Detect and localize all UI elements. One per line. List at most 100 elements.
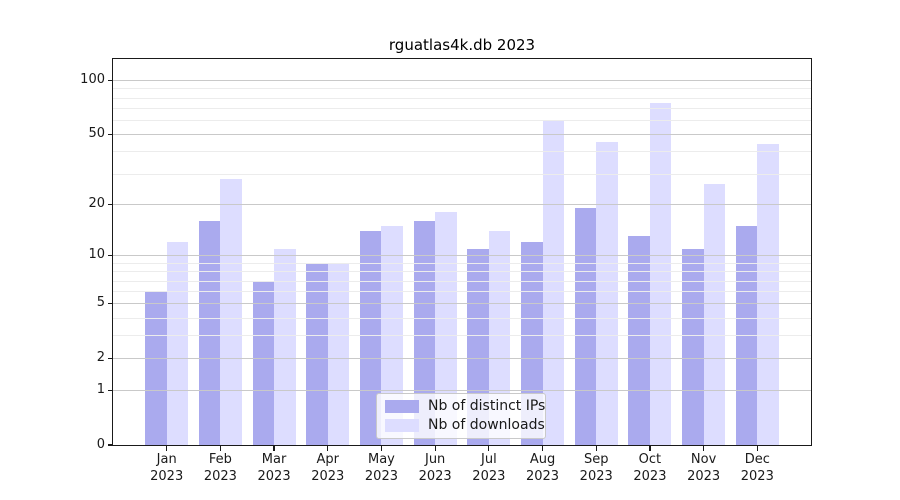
- major-gridline-2: [113, 358, 811, 360]
- x-axis-tick-label-may: May 2023: [351, 451, 411, 485]
- bar-jul-downloads: [488, 230, 511, 445]
- minor-gridline-4: [113, 317, 811, 319]
- x-label-year: 2023: [418, 469, 452, 484]
- legend: Nb of distinct IPs Nb of downloads: [376, 393, 546, 439]
- bar-sep-downloads: [596, 142, 618, 445]
- x-label-year: 2023: [687, 469, 721, 484]
- x-label-month: Nov: [690, 452, 717, 467]
- y-axis-tick-label-50: 50: [88, 126, 105, 142]
- major-gridline-1: [113, 390, 811, 392]
- minor-gridline-60: [113, 120, 811, 122]
- x-axis-tick-label-aug: Aug 2023: [513, 451, 573, 485]
- legend-label-downloads: Nb of downloads: [428, 417, 545, 433]
- major-gridline-50: [113, 134, 811, 136]
- x-axis-tick-dec: [756, 446, 758, 451]
- x-axis-tick-label-nov: Nov 2023: [674, 451, 734, 485]
- x-axis-tick-label-jul: Jul 2023: [459, 451, 519, 485]
- x-label-year: 2023: [740, 469, 774, 484]
- x-label-month: May: [368, 452, 395, 467]
- bar-jun-downloads: [435, 212, 457, 445]
- x-axis-tick-jul: [488, 446, 490, 451]
- bar-mar-distinct-ips: [252, 280, 275, 445]
- x-axis-tick-jan: [166, 446, 168, 451]
- x-axis-tick-mar: [273, 446, 275, 451]
- major-gridline-100: [113, 80, 811, 82]
- x-axis-tick-feb: [219, 446, 221, 451]
- bar-oct-distinct-ips: [628, 236, 650, 445]
- major-gridline-5: [113, 303, 811, 305]
- x-label-month: Mar: [261, 452, 287, 467]
- x-label-year: 2023: [525, 469, 560, 484]
- y-axis-tick-label-2: 2: [96, 350, 105, 366]
- y-axis-tick-1: [108, 389, 113, 391]
- minor-gridline-30: [113, 173, 811, 175]
- x-axis-tick-label-jun: Jun 2023: [405, 451, 465, 485]
- x-label-year: 2023: [364, 469, 398, 484]
- bar-aug-downloads: [542, 121, 564, 445]
- bar-dec-distinct-ips: [735, 225, 758, 445]
- bar-dec-downloads: [757, 144, 779, 445]
- x-label-year: 2023: [150, 469, 184, 484]
- bar-may-downloads: [381, 225, 403, 445]
- x-label-month: Jul: [481, 452, 497, 467]
- x-axis-tick-oct: [649, 446, 651, 451]
- major-gridline-20: [113, 204, 811, 206]
- minor-gridline-80: [113, 97, 811, 99]
- x-label-month: Aug: [529, 452, 556, 467]
- minor-gridline-6: [113, 291, 811, 293]
- x-axis-tick-label-mar: Mar 2023: [244, 451, 304, 485]
- x-axis-tick-sep: [595, 446, 597, 451]
- y-axis-tick-label-1: 1: [96, 382, 105, 398]
- y-axis-tick-label-5: 5: [96, 295, 105, 311]
- x-label-month: Jun: [424, 452, 446, 467]
- legend-swatch-downloads: [385, 419, 419, 432]
- x-label-month: Jan: [156, 452, 177, 467]
- y-axis-tick-10: [108, 254, 113, 257]
- bar-oct-downloads: [649, 102, 672, 445]
- legend-label-distinct-ips: Nb of distinct IPs: [428, 398, 546, 414]
- x-label-year: 2023: [203, 469, 237, 484]
- minor-gridline-40: [113, 151, 811, 153]
- x-label-month: Sep: [583, 452, 609, 467]
- minor-gridline-70: [113, 108, 811, 110]
- x-axis-tick-label-oct: Oct 2023: [620, 451, 680, 485]
- bar-jan-downloads: [166, 242, 189, 445]
- x-axis-tick-label-dec: Dec 2023: [727, 451, 787, 485]
- x-label-year: 2023: [257, 469, 291, 484]
- bar-jan-distinct-ips: [145, 291, 167, 445]
- bar-feb-distinct-ips: [198, 221, 221, 445]
- x-label-month: Apr: [316, 452, 340, 467]
- bar-mar-downloads: [274, 248, 296, 445]
- x-label-year: 2023: [633, 469, 667, 484]
- x-label-month: Dec: [744, 452, 770, 467]
- minor-gridline-9: [113, 262, 811, 264]
- bar-feb-downloads: [220, 178, 242, 445]
- bar-nov-distinct-ips: [682, 248, 704, 445]
- x-axis-tick-nov: [703, 446, 705, 451]
- y-axis-tick-label-20: 20: [88, 196, 105, 212]
- chart-title: rguatlas4k.db 2023: [388, 36, 536, 54]
- y-axis-tick-label-10: 10: [88, 247, 105, 263]
- x-label-month: Feb: [208, 452, 232, 467]
- legend-swatch-distinct-ips: [385, 400, 419, 413]
- x-axis-tick-label-apr: Apr 2023: [298, 451, 358, 485]
- x-axis-tick-label-sep: Sep 2023: [566, 451, 626, 485]
- legend-item-distinct-ips: Nb of distinct IPs: [385, 399, 545, 414]
- y-axis-tick-5: [108, 302, 113, 304]
- minor-gridline-8: [113, 271, 811, 273]
- y-axis-tick-label-100: 100: [80, 72, 105, 88]
- x-axis-tick-may: [380, 446, 383, 451]
- major-gridline-10: [113, 255, 811, 257]
- legend-item-downloads: Nb of downloads: [385, 418, 545, 433]
- minor-gridline-90: [113, 88, 811, 90]
- bar-nov-downloads: [703, 184, 726, 445]
- x-axis-tick-jun: [434, 446, 436, 451]
- x-label-month: Oct: [638, 452, 662, 467]
- bar-apr-downloads: [327, 262, 350, 445]
- x-axis-tick-aug: [541, 446, 544, 451]
- y-axis-tick-0: [108, 444, 113, 446]
- bar-sep-distinct-ips: [574, 208, 597, 445]
- bar-jun-distinct-ips: [413, 221, 436, 445]
- y-axis-tick-50: [108, 133, 113, 135]
